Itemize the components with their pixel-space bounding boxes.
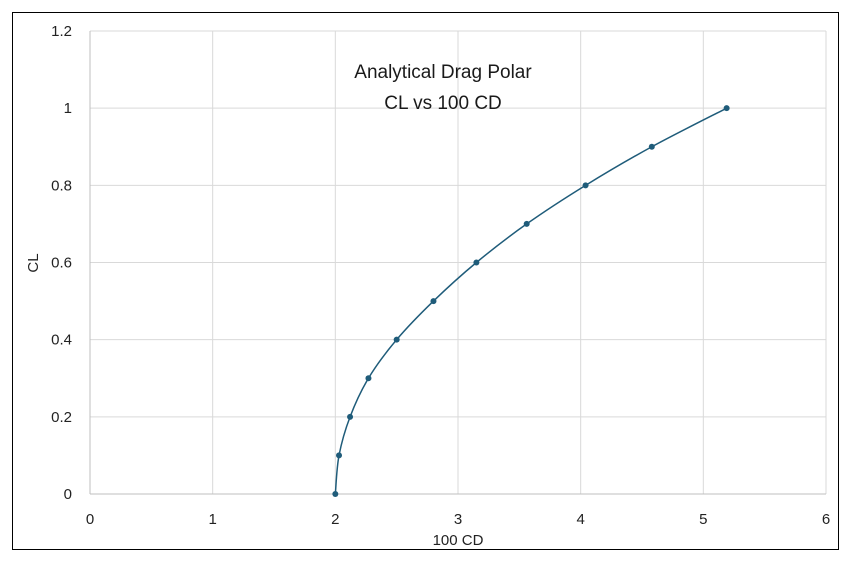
y-tick-label: 0.2 [51,409,72,426]
x-tick-label: 6 [822,511,830,528]
data-point [473,259,480,266]
y-axis-title: CL [25,253,42,272]
x-tick-label: 2 [331,511,339,528]
data-point [393,336,400,343]
tick-labels: 0 1 2 3 4 5 6 0 0.2 0.4 0.6 0.8 1 1.2 [51,23,830,528]
chart-title: Analytical Drag Polar [354,62,532,83]
data-point [723,105,730,112]
data-point [365,375,372,382]
x-axis-title: 100 CD [433,532,484,549]
y-tick-label: 1 [64,100,72,117]
y-tick-label: 0 [64,486,72,503]
data-point [648,143,655,150]
y-tick-label: 0.6 [51,255,72,272]
grid-lines [90,30,827,494]
y-tick-label: 1.2 [51,23,72,40]
x-tick-label: 3 [454,511,462,528]
data-point [582,182,589,189]
data-point [347,413,354,420]
data-point [332,491,339,497]
y-tick-label: 0.4 [51,332,72,349]
chart-frame [12,12,839,550]
x-tick-label: 1 [208,511,216,528]
x-tick-label: 5 [699,511,707,528]
y-tick-label: 0.8 [51,177,72,194]
data-point [523,220,530,227]
series-line [334,107,727,495]
data-point [336,452,343,459]
x-tick-label: 0 [86,511,94,528]
data-series [332,105,730,497]
axes [89,31,826,495]
x-tick-label: 4 [576,511,584,528]
data-point [430,298,437,305]
chart-subtitle: CL vs 100 CD [384,93,502,114]
